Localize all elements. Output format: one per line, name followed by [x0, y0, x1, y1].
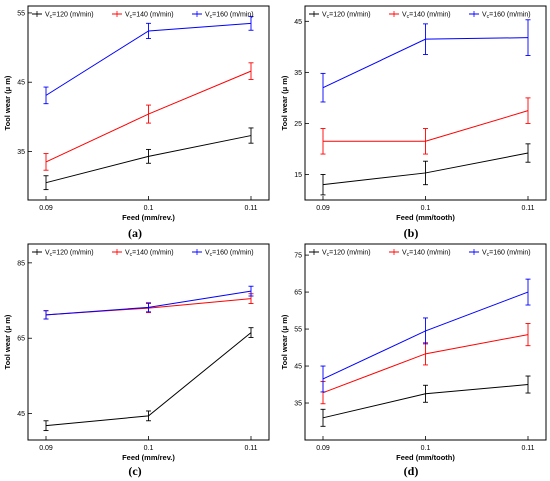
- legend: Vc=120 (m/min) Vc=140 (m/min) Vc=160 (m/mi…: [309, 11, 531, 20]
- x-tick-label: 0.09: [39, 445, 53, 452]
- x-tick-label: 0.11: [244, 205, 257, 212]
- series-2: [43, 285, 254, 320]
- legend-entry: Vc=140 (m/min): [125, 250, 174, 259]
- y-axis-label: Tool wear (μ m): [3, 75, 12, 130]
- x-axis-label: Feed (mm/tooth): [396, 213, 455, 222]
- y-tick-label: 55: [17, 10, 25, 17]
- chart-panel-a: 35 45 55 0.09 0.1 0.11 Feed (mm/rev.) Tool wear…: [3, 5, 270, 240]
- x-tick-label: 0.11: [521, 205, 534, 212]
- series-0: [43, 127, 254, 191]
- x-tick-label: 0.1: [421, 445, 431, 452]
- x-tick-label: 0.09: [316, 205, 330, 212]
- x-axis-label: Feed (mm/rev.): [122, 453, 175, 462]
- y-tick-label: 35: [294, 70, 302, 77]
- y-tick-label: 55: [294, 327, 302, 334]
- panel-label: (b): [404, 226, 419, 240]
- series-2: [320, 19, 531, 103]
- series-0: [320, 143, 531, 196]
- chart-panel-b: 15 25 35 45 0.09 0.1 0.11 Feed (mm/tooth) Tool w…: [280, 5, 547, 240]
- legend-entry: Vc=120 (m/min): [45, 12, 94, 21]
- x-tick-label: 0.09: [39, 205, 53, 212]
- y-tick-label: 75: [294, 253, 302, 260]
- legend-entry: Vc=140 (m/min): [402, 12, 451, 21]
- y-tick-label: 35: [294, 401, 302, 408]
- legend-entry: Vc=160 (m/min): [205, 250, 254, 259]
- legend-entry: Vc=160 (m/min): [205, 12, 254, 21]
- chart-panel-d: 35 45 55 65 75 0.09 0.1 0.11 Feed (mm/tooth) Tool…: [280, 243, 547, 478]
- legend-entry: Vc=160 (m/min): [482, 250, 531, 259]
- x-tick-label: 0.11: [244, 445, 257, 452]
- y-tick-label: 45: [294, 19, 302, 26]
- x-tick-label: 0.09: [316, 445, 330, 452]
- x-tick-label: 0.1: [144, 205, 154, 212]
- y-axis-label: Tool wear (μ m): [280, 314, 289, 369]
- series-2: [320, 278, 531, 393]
- legend-entry: Vc=140 (m/min): [125, 12, 174, 21]
- series-1: [320, 97, 531, 155]
- x-tick-label: 0.11: [521, 445, 534, 452]
- y-tick-label: 85: [17, 260, 25, 267]
- y-axis-label: Tool wear (μ m): [3, 314, 12, 369]
- x-axis-label: Feed (mm/tooth): [396, 453, 455, 462]
- y-tick-label: 65: [294, 290, 302, 297]
- y-axis-label: Tool wear (μ m): [280, 75, 289, 130]
- series-0: [43, 327, 254, 432]
- y-tick-label: 65: [17, 336, 25, 343]
- series-1: [43, 62, 254, 171]
- panel-label: (d): [404, 464, 419, 478]
- legend-entry: Vc=120 (m/min): [45, 250, 94, 259]
- x-axis-label: Feed (mm/rev.): [122, 213, 175, 222]
- y-tick-label: 15: [294, 172, 302, 179]
- series-2: [43, 15, 254, 105]
- legend-entry: Vc=120 (m/min): [322, 12, 371, 21]
- y-tick-label: 45: [17, 80, 25, 87]
- x-tick-label: 0.1: [144, 445, 154, 452]
- panel-label: (a): [128, 226, 142, 240]
- legend: Vc=120 (m/min) Vc=140 (m/min) Vc=160 (m/mi…: [32, 249, 254, 258]
- y-tick-label: 25: [294, 121, 302, 128]
- y-tick-label: 35: [17, 149, 25, 156]
- legend-entry: Vc=140 (m/min): [402, 250, 451, 259]
- legend: Vc=120 (m/min) Vc=140 (m/min) Vc=160 (m/mi…: [32, 11, 254, 20]
- y-tick-label: 45: [294, 364, 302, 371]
- y-tick-label: 45: [17, 411, 25, 418]
- series-0: [320, 375, 531, 427]
- legend: Vc=120 (m/min) Vc=140 (m/min) Vc=160 (m/mi…: [309, 249, 531, 258]
- chart-panel-c: 45 65 85 0.09 0.1 0.11 Feed (mm/rev.) Tool wear…: [3, 243, 270, 478]
- legend-entry: Vc=160 (m/min): [482, 12, 531, 21]
- x-tick-label: 0.1: [421, 205, 431, 212]
- legend-entry: Vc=120 (m/min): [322, 250, 371, 259]
- panel-label: (c): [128, 464, 141, 478]
